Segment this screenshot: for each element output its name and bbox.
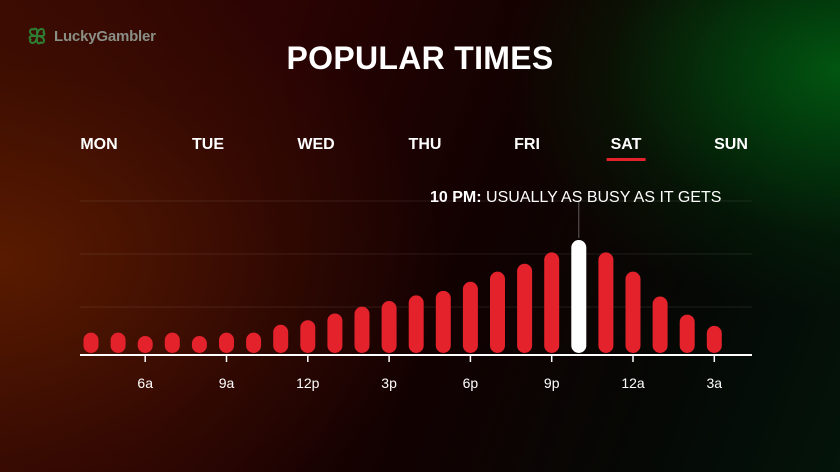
annotation-text: USUALLY AS BUSY AS IT GETS — [486, 189, 722, 206]
bar-8a[interactable] — [191, 336, 207, 353]
brand-name: LuckyGambler — [54, 27, 156, 45]
bar-7p[interactable] — [490, 271, 505, 353]
bar-3a[interactable] — [706, 325, 722, 353]
tab-thu[interactable]: THU — [408, 136, 442, 153]
bar-9a[interactable] — [219, 332, 234, 353]
bar-2p[interactable] — [354, 306, 370, 353]
bar-12a[interactable] — [625, 271, 641, 353]
day-tabs: MON TUE WED THU FRI SAT SUN — [0, 136, 840, 166]
tab-fri[interactable]: FRI — [514, 136, 540, 153]
bar-2a[interactable] — [679, 314, 695, 353]
tab-mon[interactable]: MON — [80, 136, 118, 153]
bar-12p[interactable] — [300, 320, 316, 353]
bar-5p[interactable] — [435, 290, 451, 353]
tab-tue[interactable]: TUE — [192, 136, 224, 153]
bar-9p[interactable] — [544, 252, 560, 353]
x-tick-label: 3p — [381, 375, 397, 391]
bar-8p[interactable] — [517, 263, 533, 353]
x-tick-label: 6a — [137, 375, 153, 391]
clover-icon — [28, 27, 46, 45]
chart-annotation: 10 PM: USUALLY AS BUSY AS IT GETS — [430, 189, 721, 207]
annotation-time: 10 PM: — [430, 189, 482, 206]
x-tick-label: 3a — [707, 375, 723, 391]
x-tick-label: 6p — [463, 375, 479, 391]
bar-10a[interactable] — [246, 332, 262, 353]
x-tick-label: 12a — [621, 375, 645, 391]
bar-6a[interactable] — [137, 336, 153, 353]
bar-5a[interactable] — [110, 332, 126, 353]
bar-highlight-10p[interactable] — [571, 240, 587, 353]
tab-sat[interactable]: SAT — [606, 136, 646, 161]
bar-11a[interactable] — [273, 324, 289, 353]
x-tick-label: 9a — [219, 375, 235, 391]
bar-7a[interactable] — [164, 332, 180, 353]
bar-3p[interactable] — [381, 301, 397, 353]
brand-logo: LuckyGambler — [26, 25, 156, 47]
tab-wed[interactable]: WED — [297, 136, 335, 153]
bar-4a[interactable] — [83, 332, 99, 353]
bar-11p[interactable] — [598, 252, 614, 353]
bar-1p[interactable] — [327, 313, 343, 353]
bar-1a[interactable] — [652, 296, 668, 354]
x-tick-label: 9p — [544, 375, 560, 391]
page-title: POPULAR TIMES — [286, 40, 554, 76]
x-tick-label: 12p — [296, 375, 320, 391]
tab-sun[interactable]: SUN — [714, 136, 748, 153]
bar-6p[interactable] — [462, 281, 478, 353]
bar-4p[interactable] — [408, 295, 424, 353]
